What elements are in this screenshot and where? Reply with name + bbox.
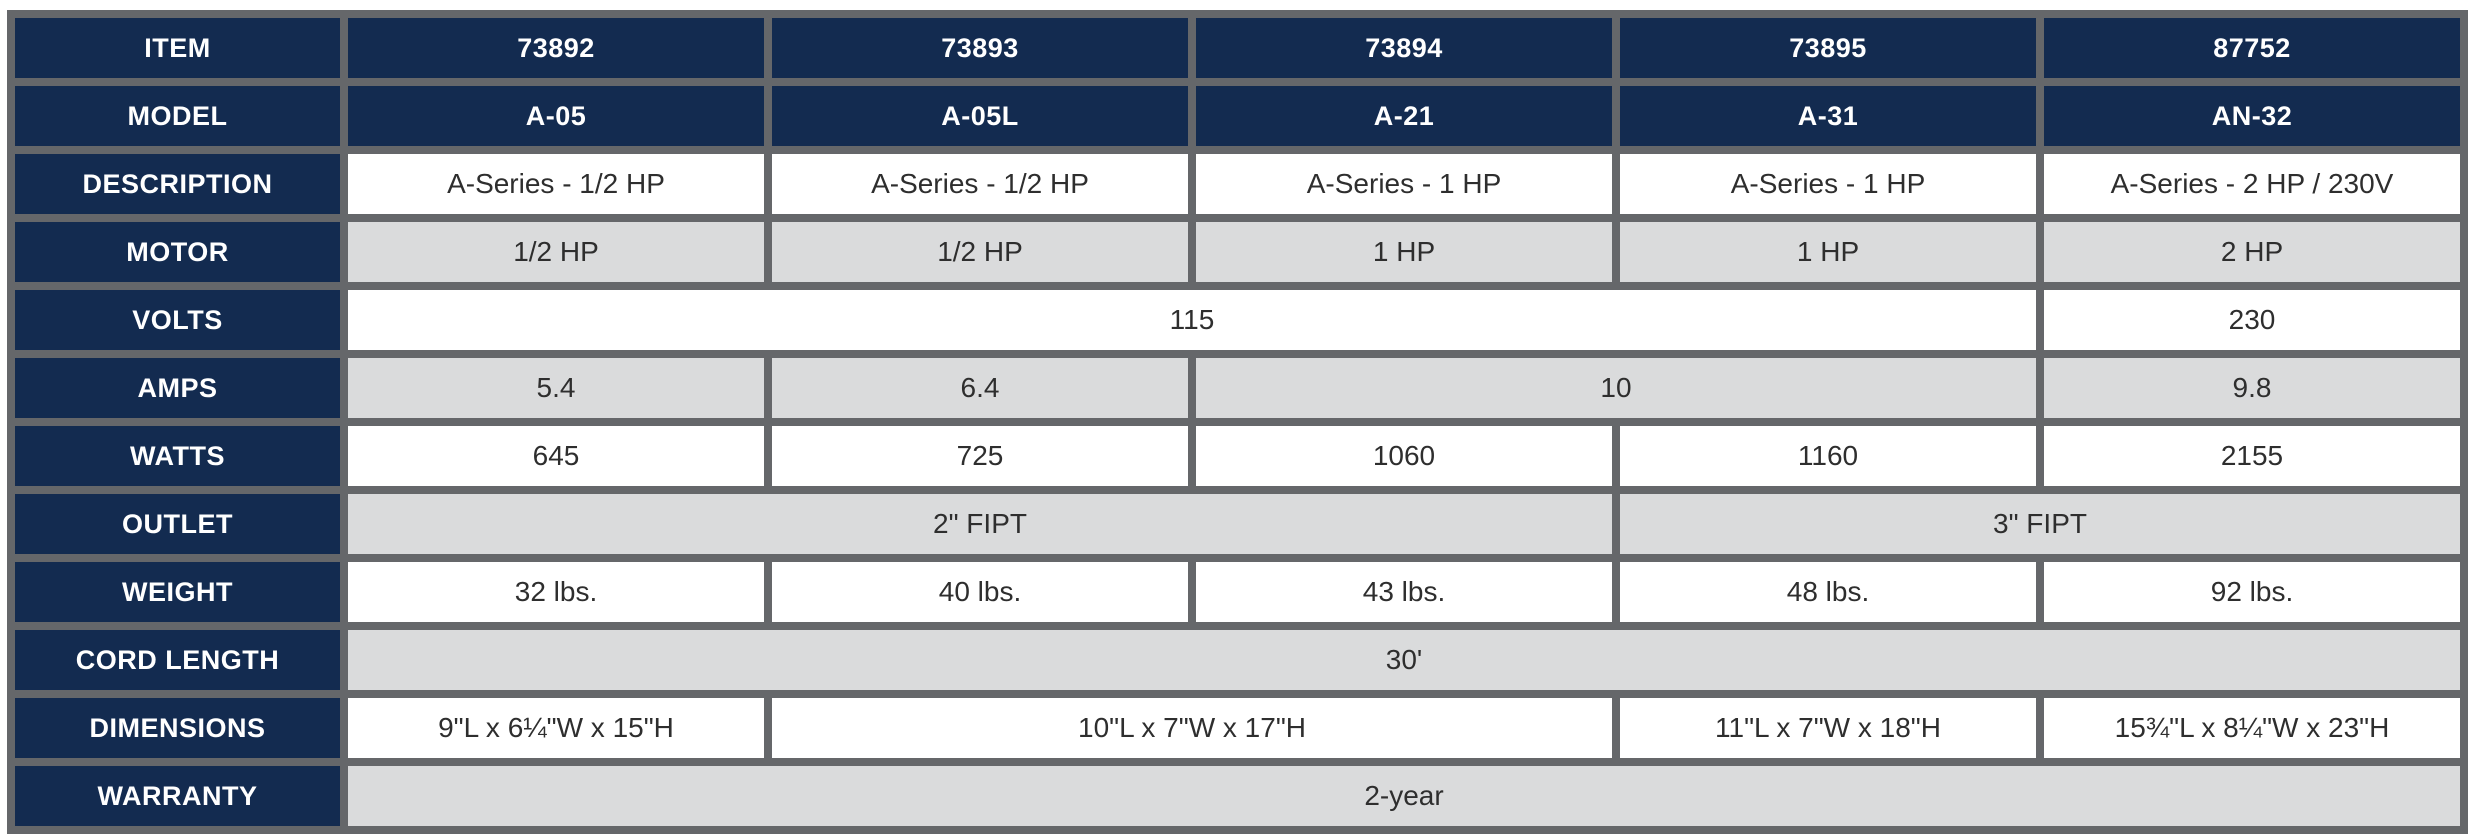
amps-cell: 9.8 — [2036, 350, 2468, 426]
motor-cell: 1/2 HP — [764, 214, 1196, 290]
model-row: MODEL A-05 A-05L A-21 A-31 AN-32 — [7, 78, 2468, 154]
warranty-cell: 2-year — [340, 758, 2468, 834]
amps-row: AMPS 5.4 6.4 10 9.8 — [7, 350, 2468, 426]
row-label-motor: MOTOR — [7, 214, 348, 290]
item-number-cell: 87752 — [2036, 10, 2468, 86]
dimensions-cell: 10"L x 7"W x 17"H — [764, 690, 1620, 766]
amps-cell: 10 — [1188, 350, 2044, 426]
watts-cell: 725 — [764, 418, 1196, 494]
description-row: DESCRIPTION A-Series - 1/2 HP A-Series -… — [7, 146, 2468, 222]
motor-cell: 2 HP — [2036, 214, 2468, 290]
description-cell: A-Series - 1/2 HP — [764, 146, 1196, 222]
watts-cell: 1160 — [1612, 418, 2044, 494]
row-label-watts: WATTS — [7, 418, 348, 494]
amps-cell: 5.4 — [340, 350, 772, 426]
model-cell: A-05 — [340, 78, 772, 154]
row-label-outlet: OUTLET — [7, 486, 348, 562]
weight-cell: 43 lbs. — [1188, 554, 1620, 630]
model-cell: A-05L — [764, 78, 1196, 154]
dimensions-cell: 11"L x 7"W x 18"H — [1612, 690, 2044, 766]
motor-row: MOTOR 1/2 HP 1/2 HP 1 HP 1 HP 2 HP — [7, 214, 2468, 290]
outlet-row: OUTLET 2" FIPT 3" FIPT — [7, 486, 2468, 562]
volts-cell: 115 — [340, 282, 2044, 358]
weight-cell: 48 lbs. — [1612, 554, 2044, 630]
motor-cell: 1 HP — [1612, 214, 2044, 290]
weight-cell: 92 lbs. — [2036, 554, 2468, 630]
row-label-model: MODEL — [7, 78, 348, 154]
watts-cell: 1060 — [1188, 418, 1620, 494]
product-spec-table: ITEM 73892 73893 73894 73895 87752 MODEL… — [7, 10, 2468, 834]
row-label-weight: WEIGHT — [7, 554, 348, 630]
cord-length-row: CORD LENGTH 30' — [7, 622, 2468, 698]
dimensions-cell: 9"L x 6¼"W x 15"H — [340, 690, 772, 766]
outlet-cell: 3" FIPT — [1612, 486, 2468, 562]
watts-cell: 2155 — [2036, 418, 2468, 494]
row-label-description: DESCRIPTION — [7, 146, 348, 222]
row-label-warranty: WARRANTY — [7, 758, 348, 834]
item-row: ITEM 73892 73893 73894 73895 87752 — [7, 10, 2468, 86]
watts-row: WATTS 645 725 1060 1160 2155 — [7, 418, 2468, 494]
volts-row: VOLTS 115 230 — [7, 282, 2468, 358]
item-number-cell: 73894 — [1188, 10, 1620, 86]
row-label-volts: VOLTS — [7, 282, 348, 358]
row-label-item: ITEM — [7, 10, 348, 86]
description-cell: A-Series - 1/2 HP — [340, 146, 772, 222]
model-cell: A-21 — [1188, 78, 1620, 154]
weight-row: WEIGHT 32 lbs. 40 lbs. 43 lbs. 48 lbs. 9… — [7, 554, 2468, 630]
row-label-amps: AMPS — [7, 350, 348, 426]
motor-cell: 1 HP — [1188, 214, 1620, 290]
description-cell: A-Series - 2 HP / 230V — [2036, 146, 2468, 222]
watts-cell: 645 — [340, 418, 772, 494]
warranty-row: WARRANTY 2-year — [7, 758, 2468, 834]
model-cell: A-31 — [1612, 78, 2044, 154]
row-label-dimensions: DIMENSIONS — [7, 690, 348, 766]
dimensions-cell: 15¾"L x 8¼"W x 23"H — [2036, 690, 2468, 766]
item-number-cell: 73893 — [764, 10, 1196, 86]
dimensions-row: DIMENSIONS 9"L x 6¼"W x 15"H 10"L x 7"W … — [7, 690, 2468, 766]
motor-cell: 1/2 HP — [340, 214, 772, 290]
weight-cell: 40 lbs. — [764, 554, 1196, 630]
amps-cell: 6.4 — [764, 350, 1196, 426]
row-label-cord-length: CORD LENGTH — [7, 622, 348, 698]
weight-cell: 32 lbs. — [340, 554, 772, 630]
cord-length-cell: 30' — [340, 622, 2468, 698]
description-cell: A-Series - 1 HP — [1612, 146, 2044, 222]
item-number-cell: 73895 — [1612, 10, 2044, 86]
description-cell: A-Series - 1 HP — [1188, 146, 1620, 222]
model-cell: AN-32 — [2036, 78, 2468, 154]
item-number-cell: 73892 — [340, 10, 772, 86]
volts-cell: 230 — [2036, 282, 2468, 358]
outlet-cell: 2" FIPT — [340, 486, 1620, 562]
